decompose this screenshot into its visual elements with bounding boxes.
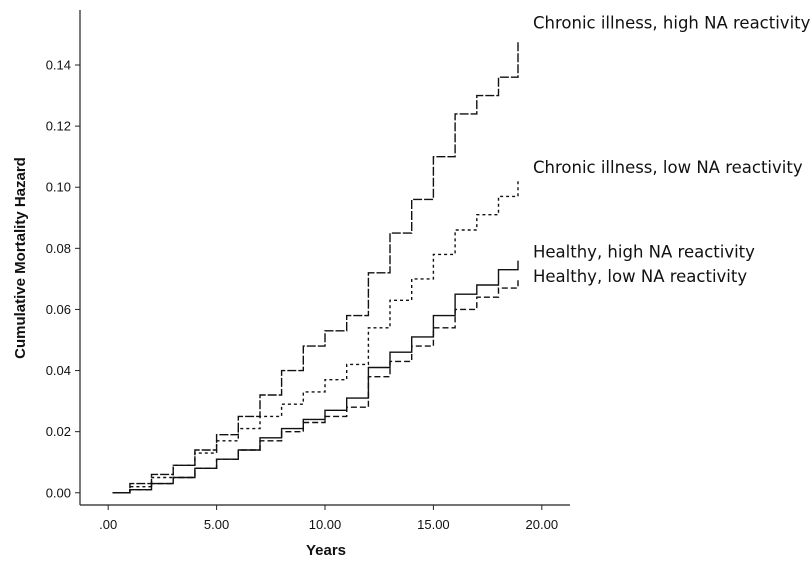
y-tick-label: 0.04 [46,363,71,378]
series-lines [112,40,519,494]
y-tick-label: 0.06 [46,302,71,317]
x-tick-label: 10.00 [309,517,342,532]
x-tick-label: 20.00 [526,517,559,532]
series-label: Chronic illness, low NA reactivity [533,158,803,177]
series-labels: Chronic illness, high NA reactivity Chron… [533,14,811,286]
y-tick-label: 0.02 [46,424,71,439]
y-axis-title: Cumulative Mortality Hazard [12,157,29,359]
y-tick-label: 0.12 [46,119,71,134]
series-label: Chronic illness, high NA reactivity [533,14,811,33]
x-axis-title: Years [306,542,346,559]
series-line [112,181,519,494]
series-label: Healthy, high NA reactivity [533,243,755,262]
series-line [112,40,519,494]
x-tick-label: 5.00 [204,517,229,532]
axes [79,10,570,506]
series-line [112,278,519,494]
y-tick-label: 0.14 [46,58,71,73]
y-tick-label: 0.08 [46,241,71,256]
ticks: .00 5.00 10.00 15.00 20.00 0.00 0.02 0.04 0.06 0.… [46,58,558,533]
series-line [112,260,519,494]
x-tick-label: .00 [99,517,117,532]
y-tick-label: 0.00 [46,485,71,500]
series-label: Healthy, low NA reactivity [533,267,747,286]
y-tick-label: 0.10 [46,180,71,195]
x-tick-label: 15.00 [417,517,450,532]
